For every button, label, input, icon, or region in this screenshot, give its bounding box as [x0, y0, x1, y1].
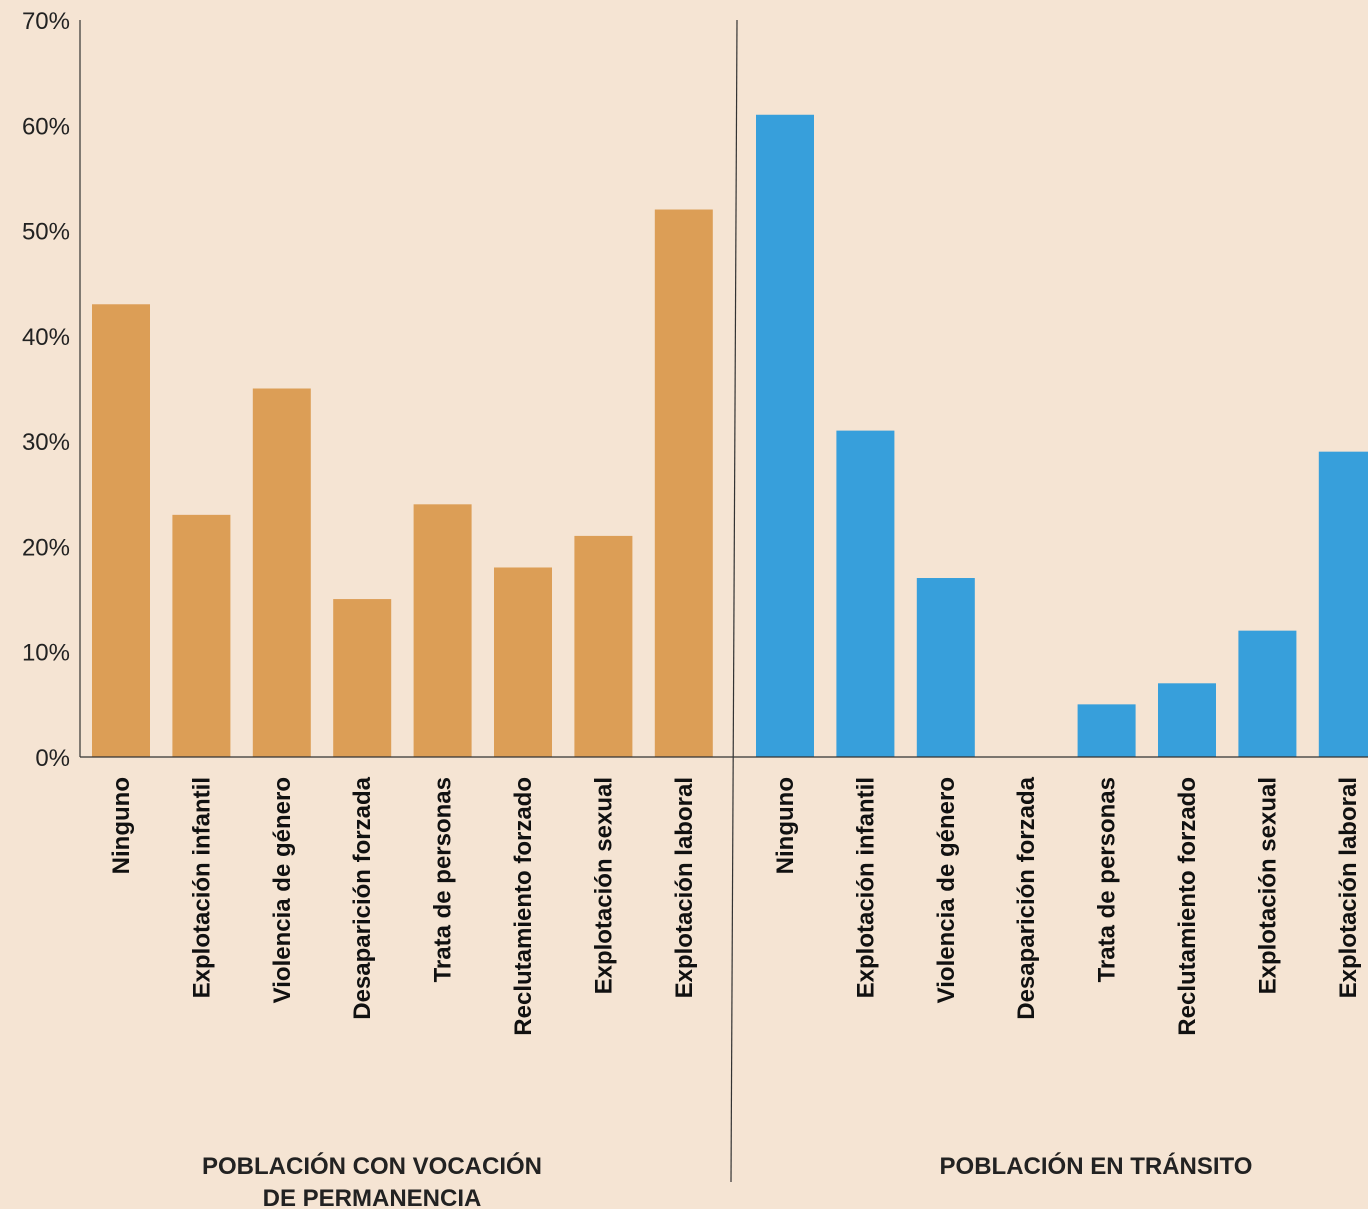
bar [92, 304, 150, 757]
category-label: Explotación infantil [188, 777, 215, 998]
category-label: Explotación infantil [852, 777, 879, 998]
bar [494, 567, 552, 757]
category-label: Explotación sexual [590, 777, 617, 994]
category-label: Violencia de género [933, 777, 960, 1003]
bar [654, 209, 713, 757]
category-label: Ninguno [108, 777, 135, 874]
group-label: POBLACIÓN EN TRÁNSITO [940, 1152, 1253, 1180]
category-labels: Ninguno Explotación infantil Violencia de … [108, 776, 1362, 1035]
y-tick-label: 40% [22, 324, 70, 351]
bar [756, 114, 814, 757]
bar [574, 535, 633, 757]
bar [916, 578, 975, 757]
y-tick-label: 20% [22, 534, 70, 561]
category-label: Explotación laboral [671, 777, 698, 998]
category-label: Explotación laboral [1335, 777, 1362, 998]
bar [252, 388, 311, 757]
group-label: DE PERMANENCIA [263, 1185, 482, 1209]
axis-lines [79, 19, 1368, 1183]
category-label: Trata de personas [1094, 777, 1121, 982]
bar [836, 430, 895, 757]
y-tick-label: 50% [22, 219, 70, 246]
category-label: Reclutamiento forzado [510, 777, 537, 1036]
y-tick-label: 10% [22, 640, 70, 667]
y-tick-label: 0% [35, 745, 70, 772]
bar [333, 599, 392, 757]
bar [1238, 630, 1297, 757]
y-axis: 0% 10% 20% 30% 40% 50% 60% 70% [22, 8, 70, 772]
category-label: Ninguno [772, 777, 799, 874]
bars [92, 114, 1368, 757]
bar [1318, 451, 1368, 757]
category-label: Trata de personas [430, 777, 457, 982]
bar [1077, 704, 1136, 757]
category-label: Violencia de género [269, 777, 296, 1003]
y-tick-label: 70% [22, 8, 70, 35]
group-label: POBLACIÓN CON VOCACIÓN [202, 1152, 542, 1180]
group-divider-line [730, 19, 738, 1183]
group-labels: POBLACIÓN CON VOCACIÓN DE PERMANENCIA POBL… [202, 1152, 1252, 1209]
bar [1158, 683, 1216, 757]
y-tick-label: 30% [22, 429, 70, 456]
bar [413, 504, 472, 757]
category-label: Desaparición forzada [349, 776, 376, 1019]
category-label: Explotación sexual [1254, 777, 1281, 994]
category-label: Desaparición forzada [1013, 776, 1040, 1019]
y-tick-label: 60% [22, 113, 70, 140]
category-label: Reclutamiento forzado [1174, 777, 1201, 1036]
bar [172, 514, 231, 757]
